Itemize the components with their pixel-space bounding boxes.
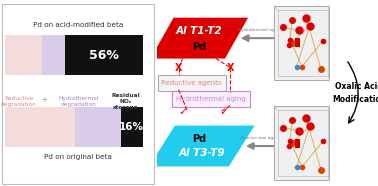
FancyArrowPatch shape [348,62,358,123]
Bar [274,106,329,180]
Text: 56%: 56% [89,49,119,62]
Text: Reductive agents: Reductive agents [161,80,221,86]
Text: Pd on acid-modified beta: Pd on acid-modified beta [33,22,124,28]
Bar [295,139,300,148]
Text: 16%: 16% [119,122,144,132]
Bar [42,35,65,75]
Polygon shape [150,18,248,59]
Text: Residual
NOₓ
storage: Residual NOₓ storage [111,93,140,110]
Text: Al T1-T2: Al T1-T2 [176,26,223,36]
Bar [5,107,75,147]
Text: X: X [175,63,183,73]
Bar [75,107,121,147]
Text: Al T3-T9: Al T3-T9 [178,148,225,158]
Bar [121,107,143,147]
Bar [274,6,329,80]
Polygon shape [149,126,254,166]
Text: Hydrothermal aging: Hydrothermal aging [238,28,282,32]
Bar [65,35,143,75]
Text: Oxalic Acid
Modification: Oxalic Acid Modification [332,82,378,104]
Text: Pd: Pd [192,41,206,52]
Text: ✓: ✓ [219,107,228,117]
Text: Pd on original beta: Pd on original beta [45,154,112,160]
Text: Passive nox aging: Passive nox aging [242,135,280,140]
Text: Hydrothermal
degradation: Hydrothermal degradation [58,96,99,107]
Text: Pd: Pd [192,134,206,144]
Bar [295,38,300,47]
Text: Reductive
degradation: Reductive degradation [1,96,37,107]
Text: X: X [226,63,234,73]
Bar [5,35,42,75]
FancyBboxPatch shape [172,91,250,107]
Text: +: + [42,97,48,102]
FancyBboxPatch shape [158,75,226,91]
Text: ✓: ✓ [178,107,187,117]
Text: Hydrothermal aging: Hydrothermal aging [176,96,246,102]
